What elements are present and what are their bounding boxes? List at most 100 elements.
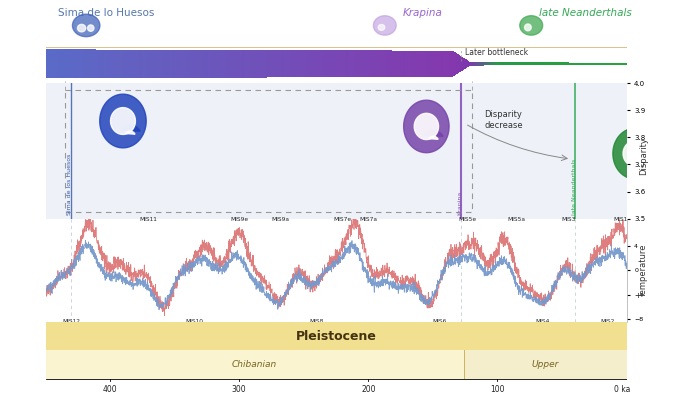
Bar xyxy=(186,50,187,78)
Bar xyxy=(275,50,276,77)
Bar xyxy=(210,50,211,78)
Bar xyxy=(239,50,240,78)
Bar xyxy=(505,62,506,65)
Bar xyxy=(211,50,212,78)
Bar xyxy=(552,62,553,65)
Bar xyxy=(496,62,497,65)
Bar xyxy=(104,49,105,78)
Bar xyxy=(335,50,337,77)
Bar xyxy=(612,63,613,65)
Bar xyxy=(101,49,102,78)
Bar xyxy=(207,50,208,78)
Text: MIS2: MIS2 xyxy=(600,319,615,324)
Bar xyxy=(203,50,204,78)
Bar xyxy=(110,49,111,78)
Bar xyxy=(537,62,538,65)
Bar xyxy=(331,50,332,77)
Bar xyxy=(393,51,394,77)
Bar xyxy=(152,50,153,78)
Bar xyxy=(318,50,319,77)
Bar xyxy=(57,49,58,78)
Ellipse shape xyxy=(520,16,542,35)
Bar xyxy=(354,50,356,77)
Bar xyxy=(196,50,197,78)
Bar xyxy=(103,49,104,78)
Bar xyxy=(306,50,307,77)
Bar xyxy=(74,49,75,78)
Bar xyxy=(529,62,530,65)
Text: late Neanderthals: late Neanderthals xyxy=(573,158,577,215)
Bar xyxy=(123,49,124,78)
Bar xyxy=(244,50,245,78)
Bar xyxy=(220,50,221,78)
Bar xyxy=(476,62,477,66)
Bar xyxy=(596,62,597,65)
Bar xyxy=(116,49,117,78)
Bar xyxy=(519,62,520,65)
Bar xyxy=(555,62,556,65)
Bar xyxy=(513,62,514,65)
Bar xyxy=(443,51,444,77)
Bar xyxy=(159,50,160,78)
Bar xyxy=(523,62,524,65)
Bar xyxy=(257,50,258,77)
Bar xyxy=(137,50,138,78)
Text: late Neanderthals: late Neanderthals xyxy=(539,8,631,18)
Bar xyxy=(431,51,432,77)
Bar xyxy=(580,62,581,65)
Bar xyxy=(271,50,272,77)
Bar xyxy=(262,50,263,77)
Bar xyxy=(58,49,59,78)
Bar xyxy=(502,62,503,65)
Bar xyxy=(531,62,532,65)
Bar xyxy=(594,62,595,65)
Bar xyxy=(512,62,513,65)
Bar xyxy=(156,50,157,78)
Bar xyxy=(233,50,234,78)
Bar xyxy=(600,62,601,65)
Bar xyxy=(120,49,121,78)
Bar xyxy=(482,62,483,66)
Bar xyxy=(382,51,383,77)
Bar xyxy=(417,51,418,77)
Bar xyxy=(73,49,74,78)
Bar xyxy=(326,50,327,77)
Bar xyxy=(71,49,72,78)
Bar xyxy=(85,49,86,78)
Bar xyxy=(212,50,213,78)
Bar xyxy=(504,62,505,65)
Bar xyxy=(298,50,299,77)
Bar xyxy=(589,62,590,65)
Bar xyxy=(428,51,429,77)
Text: MIS7a: MIS7a xyxy=(359,217,377,222)
Bar xyxy=(536,62,537,65)
Bar xyxy=(258,50,259,77)
Bar xyxy=(92,49,93,78)
Bar xyxy=(452,51,453,77)
Bar xyxy=(611,63,612,65)
Bar xyxy=(494,62,495,65)
Bar xyxy=(384,51,385,77)
Bar xyxy=(290,50,291,77)
Bar xyxy=(561,62,562,65)
Bar xyxy=(457,54,458,74)
Bar xyxy=(503,62,504,65)
Bar xyxy=(500,62,501,65)
Bar xyxy=(130,50,131,78)
Bar xyxy=(621,63,622,65)
Bar xyxy=(229,50,230,78)
Bar xyxy=(127,49,128,78)
Bar xyxy=(215,50,216,78)
Bar xyxy=(615,63,616,65)
Bar xyxy=(87,49,88,78)
Bar xyxy=(390,51,391,77)
Bar xyxy=(108,49,109,78)
Bar xyxy=(180,50,181,78)
Bar xyxy=(52,49,53,78)
Bar xyxy=(465,59,466,69)
Bar xyxy=(140,50,141,78)
Bar xyxy=(360,50,361,77)
Bar xyxy=(560,62,561,65)
Bar xyxy=(422,51,423,77)
Bar xyxy=(474,62,475,66)
